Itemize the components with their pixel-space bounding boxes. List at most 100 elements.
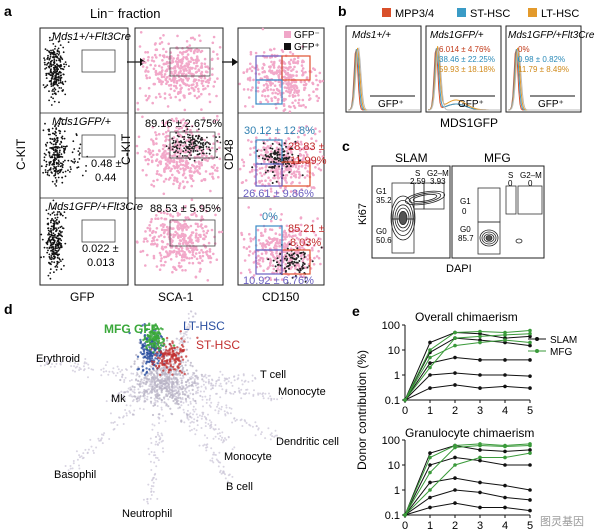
flow-event — [135, 144, 139, 148]
flow-event — [242, 88, 246, 91]
graph-node — [185, 369, 189, 372]
graph-node — [170, 385, 174, 388]
flow-event — [85, 170, 87, 172]
graph-node — [53, 365, 56, 368]
flow-event — [196, 225, 200, 228]
flow-event — [49, 213, 52, 216]
flow-event-gfp — [273, 150, 276, 152]
flow-event — [286, 71, 290, 75]
flow-event — [277, 66, 280, 69]
graph-node — [95, 446, 98, 449]
flow-event — [263, 95, 267, 98]
flow-event — [190, 184, 193, 188]
flow-event — [212, 35, 216, 39]
graph-node — [193, 372, 196, 375]
flow-event — [61, 258, 64, 261]
flow-event — [207, 241, 211, 245]
flow-event — [142, 240, 146, 243]
graph-node — [181, 384, 183, 387]
graph-node-st-hsc — [166, 359, 169, 362]
graph-node-lt-hsc — [142, 344, 145, 347]
graph-node-lt-hsc — [143, 355, 147, 358]
flow-event — [48, 65, 51, 67]
flow-event — [152, 256, 156, 260]
flow-event — [184, 269, 187, 272]
flow-event-gfp — [284, 163, 287, 165]
flow-event-gfp — [266, 158, 269, 161]
flow-event — [58, 258, 61, 261]
flow-event-gfp — [266, 169, 269, 172]
flow-event-gfp — [296, 261, 299, 264]
flow-event — [251, 65, 254, 68]
flow-event — [204, 246, 207, 249]
graph-node — [205, 401, 208, 404]
graph-node — [230, 381, 233, 384]
graph-node — [213, 453, 216, 456]
flow-event — [287, 68, 290, 71]
flow-event — [187, 84, 191, 87]
flow-event — [48, 233, 51, 236]
flow-event — [311, 172, 315, 175]
graph-node — [92, 449, 95, 452]
graph-node — [178, 342, 181, 345]
flow-event — [185, 256, 189, 260]
flow-event — [202, 116, 205, 120]
contour-ring — [412, 193, 438, 203]
flow-event — [156, 77, 160, 80]
flow-event — [238, 167, 242, 171]
flow-event — [191, 66, 194, 70]
flow-event — [56, 211, 59, 213]
flow-event — [193, 170, 197, 173]
genotype-row-2: Mds1GFP/+ — [52, 116, 112, 128]
flow-event — [186, 216, 190, 219]
flow-event-gfp — [178, 147, 181, 150]
flow-event — [55, 158, 58, 161]
flow-event — [58, 211, 61, 213]
flow-event — [48, 153, 51, 155]
flow-event — [285, 235, 289, 238]
graph-node — [202, 383, 205, 386]
flow-event-gfp — [285, 255, 287, 258]
flow-event — [60, 268, 63, 271]
flow-event — [268, 257, 272, 261]
mfg-g0-label: G0 — [460, 225, 471, 234]
graph-node-lt-hsc — [137, 367, 141, 371]
graph-node — [197, 382, 200, 385]
flow-event — [288, 110, 292, 113]
flow-event — [57, 76, 60, 79]
legend-st: ST-HSC — [470, 8, 510, 20]
flow-event-gfp — [178, 135, 180, 138]
graph-node — [262, 392, 265, 395]
flow-event — [53, 165, 55, 168]
flow-event — [203, 139, 206, 142]
graph-node — [155, 390, 159, 393]
flow-event — [200, 62, 203, 65]
flow-event — [54, 167, 57, 170]
graph-node — [168, 385, 171, 389]
graph-node — [89, 438, 92, 441]
flow-event — [248, 78, 252, 82]
flow-event — [142, 57, 146, 61]
flow-event — [259, 153, 263, 157]
flow-event — [285, 173, 289, 177]
flow-event-gfp — [302, 261, 305, 264]
flow-event — [172, 119, 176, 123]
flow-event — [200, 204, 203, 208]
flow-event — [167, 166, 171, 169]
graph-node — [73, 365, 75, 368]
flow-event — [49, 55, 52, 58]
graph-node — [147, 447, 150, 450]
graph-node — [176, 373, 179, 376]
flow-event — [54, 78, 57, 81]
legend-st-swatch — [457, 8, 466, 17]
flow-event — [175, 119, 179, 123]
flow-event — [315, 94, 319, 98]
graph-node — [138, 375, 141, 378]
graph-node — [237, 374, 240, 377]
graph-node — [80, 455, 83, 458]
graph-node — [160, 406, 163, 409]
flow-event — [188, 68, 191, 72]
flow-event — [272, 176, 275, 180]
flow-event — [49, 257, 51, 260]
flow-event-gfp — [202, 148, 205, 151]
